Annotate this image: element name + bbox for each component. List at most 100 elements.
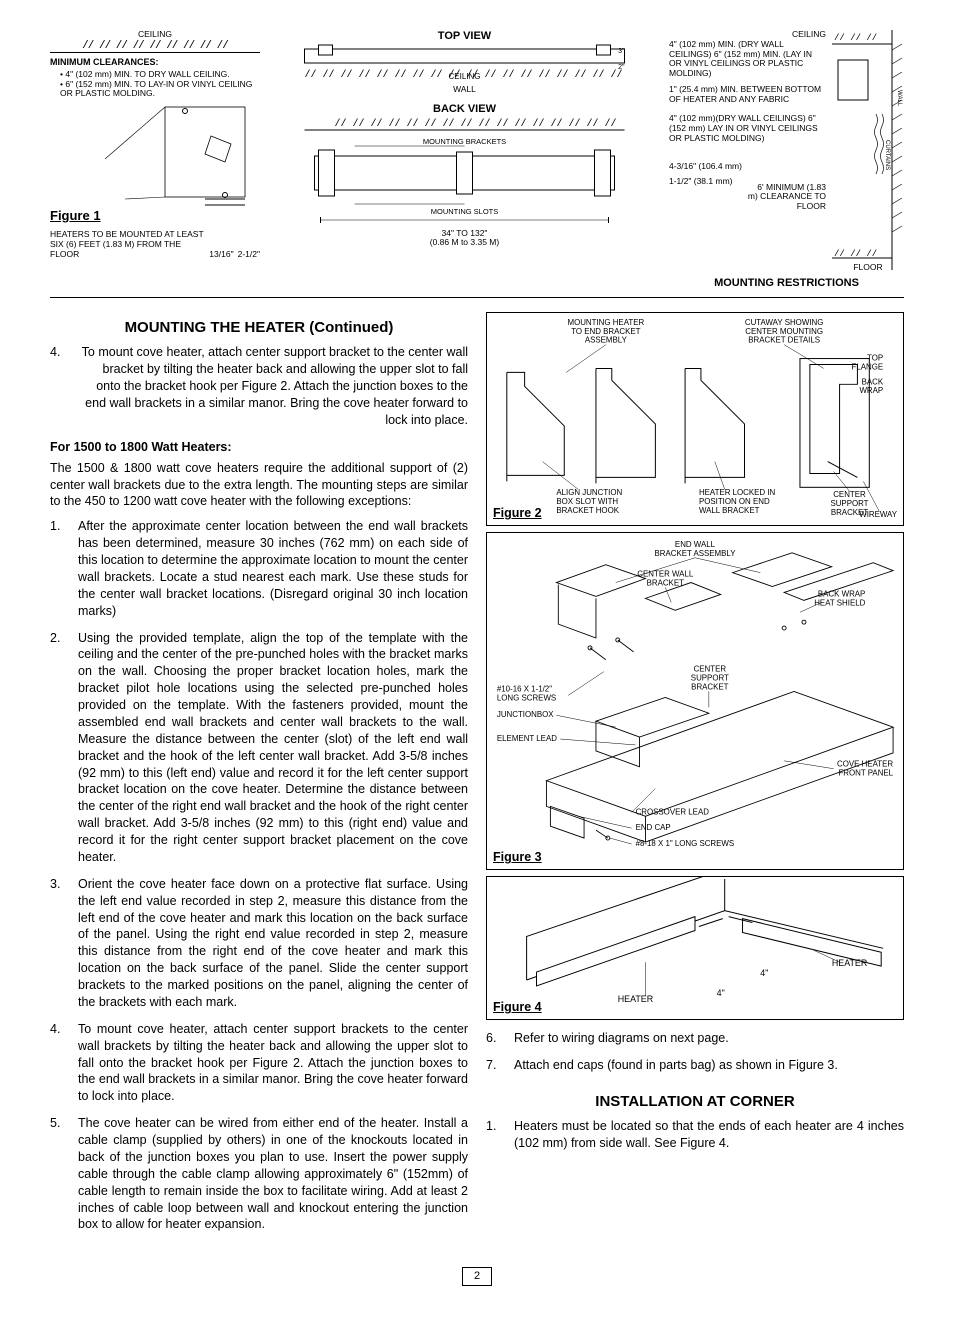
left-column: MOUNTING THE HEATER (Continued) 4. To mo… [50, 312, 468, 1243]
step-number: 7. [486, 1057, 504, 1074]
svg-text:ASSEMBLY: ASSEMBLY [585, 336, 628, 345]
svg-text:BRACKET HOOK: BRACKET HOOK [556, 506, 619, 515]
svg-text:COVE HEATER: COVE HEATER [837, 760, 893, 769]
dim-d: 1-1/2" (38.1 mm) [669, 177, 826, 187]
svg-text:HEATER: HEATER [618, 994, 654, 1004]
svg-text:BRACKET DETAILS: BRACKET DETAILS [748, 336, 820, 345]
svg-text:2": 2" [618, 64, 625, 71]
dim-2-12: 2-1/2" [238, 250, 260, 260]
figure-1-sketch [50, 99, 260, 209]
min-clearances-list: 4" (102 mm) MIN. TO DRY WALL CEILING. 6"… [60, 70, 260, 99]
mounting-heater-title: MOUNTING THE HEATER (Continued) [50, 318, 468, 338]
figure-3-panel: END WALL BRACKET ASSEMBLY CENTER WALL BR… [486, 532, 904, 870]
mounting-restrictions-area: CEILING 4" (102 mm) MIN. (DRY WALL CEILI… [669, 30, 904, 289]
body-columns: MOUNTING THE HEATER (Continued) 4. To mo… [50, 312, 904, 1243]
step-text: To mount cove heater, attach center supp… [78, 1021, 468, 1105]
figure-2-label: Figure 2 [493, 507, 542, 521]
svg-text:BACK WRAP: BACK WRAP [818, 590, 865, 599]
installation-corner-title: INSTALLATION AT CORNER [486, 1092, 904, 1112]
svg-text:TO END BRACKET: TO END BRACKET [571, 327, 640, 336]
svg-text:WIREWAY: WIREWAY [859, 510, 897, 519]
figure-4-panel: HEATER HEATER 4" 4" Figure 4 [486, 876, 904, 1020]
mounting-restrictions-title: MOUNTING RESTRICTIONS [669, 277, 904, 290]
svg-text:WRAP: WRAP [859, 386, 883, 395]
svg-text:MOUNTING SLOTS: MOUNTING SLOTS [431, 207, 499, 216]
step-number: 5. [50, 1115, 68, 1233]
svg-text:END WALL: END WALL [675, 540, 716, 549]
step-text: Using the provided template, align the t… [78, 630, 468, 866]
svg-text:CENTER WALL: CENTER WALL [637, 570, 694, 579]
figure-2-panel: MOUNTING HEATER TO END BRACKET ASSEMBLY … [486, 312, 904, 526]
svg-text:BRACKET ASSEMBLY: BRACKET ASSEMBLY [654, 549, 736, 558]
step-text: Attach end caps (found in parts bag) as … [514, 1057, 904, 1074]
clearance-item: 6" (152 mm) MIN. TO LAY-IN OR VINYL CEIL… [60, 80, 260, 100]
svg-text:#10-16 X 1-1/2": #10-16 X 1-1/2" [497, 685, 552, 694]
svg-text:LONG SCREWS: LONG SCREWS [497, 694, 556, 703]
restrictions-svg: // // // [832, 30, 904, 270]
back-view-label: BACK VIEW [266, 103, 663, 116]
svg-text:WALL BRACKET: WALL BRACKET [699, 506, 760, 515]
step-number: 1. [50, 518, 68, 619]
range-label: 34" TO 132"(0.86 M to 3.35 M) [266, 229, 663, 249]
svg-text:POSITION ON END: POSITION ON END [699, 497, 770, 506]
top-view-label: TOP VIEW [266, 30, 663, 43]
note-r2: 1" (25.4 mm) MIN. BETWEEN BOTTOM OF HEAT… [669, 85, 826, 105]
svg-text:HEATER: HEATER [832, 958, 868, 968]
svg-text:CUTAWAY SHOWING: CUTAWAY SHOWING [745, 318, 823, 327]
steps-6-7: 6. Refer to wiring diagrams on next page.… [486, 1030, 904, 1074]
watt-intro: The 1500 & 1800 watt cove heaters requir… [50, 460, 468, 511]
svg-text:BACK: BACK [862, 377, 884, 386]
svg-text:CROSSOVER LEAD: CROSSOVER LEAD [636, 807, 710, 816]
top-diagram-block: CEILING // // // // // // // // // MINIM… [50, 30, 904, 298]
svg-text:CURTAINS: CURTAINS [884, 140, 890, 170]
step-text: The cove heater can be wired from either… [78, 1115, 468, 1233]
svg-text:END CAP: END CAP [636, 823, 671, 832]
right-column: MOUNTING HEATER TO END BRACKET ASSEMBLY … [486, 312, 904, 1243]
svg-text:BRACKET: BRACKET [647, 579, 685, 588]
svg-text:TOP: TOP [867, 354, 883, 363]
svg-text:// // // // // // // // // //: // // // // // // // // // // // // // /… [335, 118, 617, 130]
step-text: After the approximate center location be… [78, 518, 468, 619]
page: CEILING // // // // // // // // // MINIM… [0, 0, 954, 1326]
top-view-svg: CEILING // // // // // // // // // // //… [266, 43, 663, 89]
svg-text:HEAT SHIELD: HEAT SHIELD [814, 598, 865, 607]
figure-1-area: CEILING // // // // // // // // // MINIM… [50, 30, 260, 289]
dim-c: 4-3/16" (106.4 mm) [669, 162, 826, 172]
step-number: 6. [486, 1030, 504, 1047]
step-text: Orient the cove heater face down on a pr… [78, 876, 468, 1011]
ceiling-label: CEILING [50, 30, 260, 40]
hatch-pattern: // // // // // // // // // [50, 40, 260, 53]
svg-text:// // //: // // // [834, 33, 877, 43]
corner-steps: 1. Heaters must be located so that the en… [486, 1118, 904, 1152]
figure-3-label: Figure 3 [493, 851, 542, 865]
figure-4-label: Figure 4 [493, 1001, 542, 1015]
svg-text:HEATER LOCKED IN: HEATER LOCKED IN [699, 488, 776, 497]
figure-4-svg: HEATER HEATER 4" 4" [487, 877, 903, 1018]
step-4-continued: 4. To mount cove heater, attach center s… [50, 344, 468, 428]
figure-1-note: HEATERS TO BE MOUNTED AT LEAST SIX (6) F… [50, 230, 205, 259]
svg-text:4": 4" [760, 968, 768, 978]
figure-1-label: Figure 1 [50, 209, 260, 224]
step-number: 4. [50, 344, 68, 428]
step-number: 4. [50, 1021, 68, 1105]
figure-3-svg: END WALL BRACKET ASSEMBLY CENTER WALL BR… [487, 533, 903, 866]
step-text: Heaters must be located so that the ends… [514, 1118, 904, 1152]
svg-text:WALL: WALL [896, 90, 902, 107]
svg-text:JUNCTIONBOX: JUNCTIONBOX [497, 710, 554, 719]
step-text: Refer to wiring diagrams on next page. [514, 1030, 904, 1047]
svg-text:MOUNTING BRACKETS: MOUNTING BRACKETS [423, 137, 506, 146]
svg-text:4": 4" [717, 988, 725, 998]
back-view-svg: // // // // // // // // // // // // // /… [266, 116, 663, 226]
note-r1: 4" (102 mm) MIN. (DRY WALL CEILINGS) 6" … [669, 40, 826, 79]
step-number: 3. [50, 876, 68, 1011]
top-back-views: TOP VIEW CEILING // // // // // // // //… [266, 30, 663, 289]
step-number: 1. [486, 1118, 504, 1152]
svg-text:ALIGN JUNCTION: ALIGN JUNCTION [556, 488, 622, 497]
watt-heaters-subhead: For 1500 to 1800 Watt Heaters: [50, 439, 468, 456]
note-r3: 4" (102 mm)(DRY WALL CEILINGS) 6" (152 m… [669, 114, 826, 143]
watt-steps: 1.After the approximate center location … [50, 518, 468, 1233]
svg-text:SUPPORT: SUPPORT [830, 499, 868, 508]
svg-text:// // // // // // // // // //: // // // // // // // // // // // // // /… [305, 69, 623, 81]
min-clearances-title: MINIMUM CLEARANCES: [50, 57, 260, 67]
figure-2-svg: MOUNTING HEATER TO END BRACKET ASSEMBLY … [487, 313, 903, 523]
